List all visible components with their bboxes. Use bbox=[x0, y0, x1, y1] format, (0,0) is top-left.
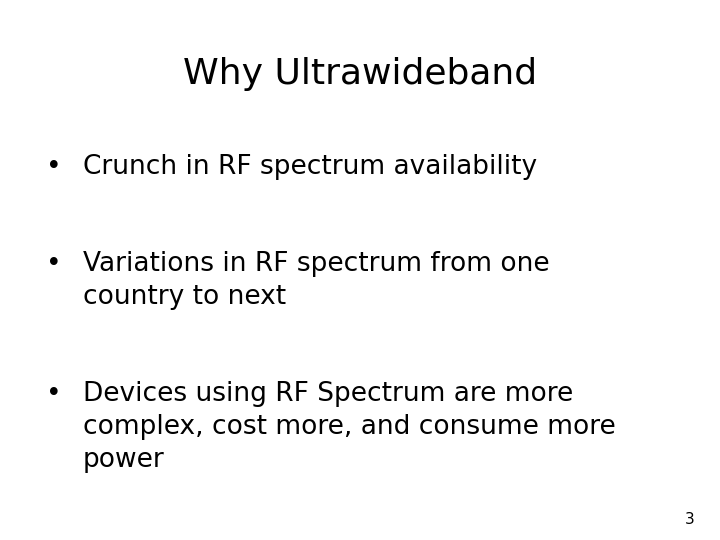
Text: •: • bbox=[46, 251, 62, 277]
Text: Crunch in RF spectrum availability: Crunch in RF spectrum availability bbox=[83, 154, 537, 180]
Text: •: • bbox=[46, 154, 62, 180]
Text: 3: 3 bbox=[685, 511, 695, 526]
Text: Variations in RF spectrum from one
country to next: Variations in RF spectrum from one count… bbox=[83, 251, 549, 310]
Text: Devices using RF Spectrum are more
complex, cost more, and consume more
power: Devices using RF Spectrum are more compl… bbox=[83, 381, 616, 472]
Text: •: • bbox=[46, 381, 62, 407]
Text: Why Ultrawideband: Why Ultrawideband bbox=[183, 57, 537, 91]
